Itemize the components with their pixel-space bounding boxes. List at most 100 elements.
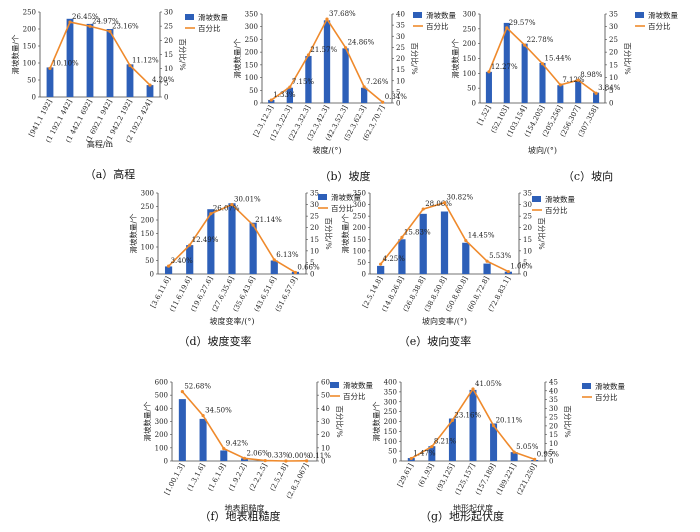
percent-point <box>485 259 489 263</box>
category-label: (1.3,1.6] <box>186 462 207 492</box>
percent-data-label: 11.12% <box>132 56 159 64</box>
left-tick-label: 300 <box>353 201 366 209</box>
percent-data-label: 23.16% <box>454 411 481 419</box>
left-tick-label: 50 <box>388 448 397 456</box>
x-axis-title: 坡向变率/(°) <box>422 316 467 326</box>
right-tick-label: 30 <box>396 33 405 41</box>
left-tick-label: 150 <box>384 428 397 436</box>
left-tick-label: 150 <box>245 61 258 69</box>
percent-data-label: 8.21% <box>434 438 457 446</box>
chart-panel-5: 0 100 200 300 400 500 600 0 10 20 30 40 50 60 滑坡数量/个 百分… <box>142 379 373 524</box>
legend-bar-label: 滑坡数量 <box>426 10 456 20</box>
percent-data-label: 8.98% <box>580 71 603 79</box>
right-tick-label: 0 <box>549 458 553 466</box>
right-tick-label: 5 <box>310 259 314 267</box>
percent-data-label: 5.53% <box>489 252 512 260</box>
left-axis-label: 滑坡数量/个 <box>232 38 242 79</box>
percent-point <box>533 457 537 461</box>
right-tick-label: 10 <box>523 247 532 255</box>
right-tick-label: 35 <box>549 396 558 404</box>
category-label: (1.9,2.2] <box>227 462 248 492</box>
left-tick-label: 350 <box>384 388 397 396</box>
bar <box>270 260 278 274</box>
percent-point <box>263 458 267 463</box>
left-tick-label: 50 <box>467 85 476 93</box>
right-tick-label: 5 <box>549 449 553 457</box>
percent-data-label: 41.05% <box>475 380 502 388</box>
percent-point <box>128 63 132 68</box>
right-tick-label: 35 <box>310 190 319 198</box>
legend-line-label: 百分比 <box>595 392 618 402</box>
percent-data-label: 12.49% <box>192 236 219 244</box>
percent-data-label: 34.50% <box>205 407 232 415</box>
left-tick-label: 300 <box>141 190 154 198</box>
bar <box>428 446 436 461</box>
right-tick-label: 30 <box>549 405 558 413</box>
percent-point <box>288 85 292 89</box>
percent-point <box>269 98 273 102</box>
left-tick-label: 500 <box>155 392 168 400</box>
percent-data-label: 5.05% <box>516 443 539 451</box>
right-tick-label: 10 <box>549 440 558 448</box>
left-tick-label: 200 <box>463 40 476 48</box>
category-label: (2.8,3.067] <box>285 462 310 500</box>
percent-data-label: 21.14% <box>255 216 282 224</box>
left-axis-label: 滑坡数量/个 <box>142 401 152 442</box>
bar <box>228 203 236 274</box>
left-tick-label: 150 <box>141 230 154 238</box>
bar <box>342 48 349 103</box>
bar <box>220 450 228 461</box>
left-tick-label: 150 <box>23 43 36 51</box>
percent-data-label: 15.83% <box>404 228 431 236</box>
percent-point <box>293 270 298 275</box>
bar <box>593 92 600 103</box>
percent-data-label: 26.45% <box>72 13 99 21</box>
bar <box>249 222 257 274</box>
percent-point <box>180 390 184 394</box>
right-tick-label: 35 <box>396 22 405 30</box>
percent-point <box>362 85 366 89</box>
bar <box>539 62 546 103</box>
chart-panel-2: 0 50 100 150 200 250 300 0 5 10 15 20 25 30 35 滑坡数量/个 百分… <box>450 10 678 183</box>
left-axis-label: 滑坡数量/个 <box>10 34 20 75</box>
percent-point <box>430 444 434 449</box>
bar <box>462 242 470 274</box>
percent-line <box>49 21 151 86</box>
right-tick-label: 40 <box>396 11 405 19</box>
legend-line-label: 百分比 <box>648 21 671 31</box>
percent-point <box>242 456 247 460</box>
legend-line-label: 百分比 <box>426 21 449 31</box>
x-axis-title: 地形起伏度 <box>453 503 493 513</box>
legend-line-label: 百分比 <box>331 203 354 213</box>
percent-point <box>284 459 288 463</box>
percent-data-label: 0.66% <box>297 263 320 271</box>
percent-data-label: 30.01% <box>234 196 261 204</box>
percent-data-label: 7.12% <box>562 76 585 84</box>
left-tick-label: 600 <box>155 379 168 387</box>
right-axis-label: 百分比/% <box>563 405 573 437</box>
percent-data-label: 3.40% <box>171 257 194 265</box>
left-tick-label: 350 <box>245 11 258 19</box>
left-axis-label: 滑坡数量/个 <box>371 401 381 442</box>
right-tick-label: 40 <box>321 405 330 413</box>
left-tick-label: 250 <box>141 203 154 211</box>
right-tick-label: 40 <box>549 387 558 395</box>
chart-panel-4: 0 50 100 150 200 250 300 350 0 5 10 15 20 25 30 35 滑坡数量/… <box>340 190 575 349</box>
percent-point <box>48 66 52 70</box>
percent-data-label: 22.78% <box>527 36 554 44</box>
category-label: (157,189] <box>474 462 497 496</box>
panel-caption: （a）高程 <box>85 167 136 181</box>
legend-bar-label: 滑坡数量 <box>343 380 373 390</box>
right-axis-label: 百分比/% <box>410 42 420 74</box>
category-label: [3.6,11.6] <box>149 275 172 309</box>
category-label: [1,52] <box>476 104 493 127</box>
legend-line-label: 百分比 <box>545 205 568 215</box>
percent-data-label: 7.26% <box>366 78 389 86</box>
